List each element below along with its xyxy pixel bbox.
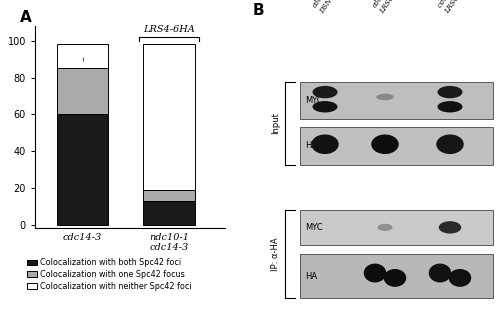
Ellipse shape [312,86,338,98]
Text: HA: HA [305,141,317,150]
Ellipse shape [438,101,462,112]
Ellipse shape [449,269,471,287]
Ellipse shape [312,101,338,112]
Text: HA: HA [305,272,317,281]
Bar [56,68,108,114]
Ellipse shape [378,224,392,231]
Bar [300,254,492,298]
Text: MYC: MYC [305,96,322,105]
Text: LRS4-6HA: LRS4-6HA [143,25,195,34]
Text: Input: Input [271,112,280,134]
Text: cdc14-3
DSN1-13MYC: cdc14-3 DSN1-13MYC [311,0,354,15]
Bar [143,190,195,200]
Text: cdc14-3
LRS4-6HA: cdc14-3 LRS4-6HA [371,0,406,15]
Ellipse shape [438,86,462,98]
Text: IP: α-HA: IP: α-HA [271,237,280,271]
Bar [143,44,195,190]
Text: cdc14-3 DSN1-13MYC
LRS4-6HA: cdc14-3 DSN1-13MYC LRS4-6HA [436,0,496,15]
Ellipse shape [384,269,406,287]
Ellipse shape [439,221,461,233]
Text: MYC: MYC [305,223,322,232]
Bar [143,200,195,225]
Ellipse shape [376,94,394,100]
Ellipse shape [364,263,386,282]
Bar [56,114,108,225]
Y-axis label: Percent cells: Percent cells [0,92,2,162]
Text: B: B [252,3,264,18]
Legend: Colocalization with both Spc42 foci, Colocalization with one Spc42 focus, Coloca: Colocalization with both Spc42 foci, Col… [24,255,195,294]
Ellipse shape [436,134,464,154]
Ellipse shape [429,263,451,282]
Text: A: A [20,10,32,25]
Bar [300,82,492,119]
Ellipse shape [371,134,399,154]
Ellipse shape [311,134,339,154]
Bar [300,210,492,244]
Bar [300,127,492,165]
Bar [56,44,108,68]
